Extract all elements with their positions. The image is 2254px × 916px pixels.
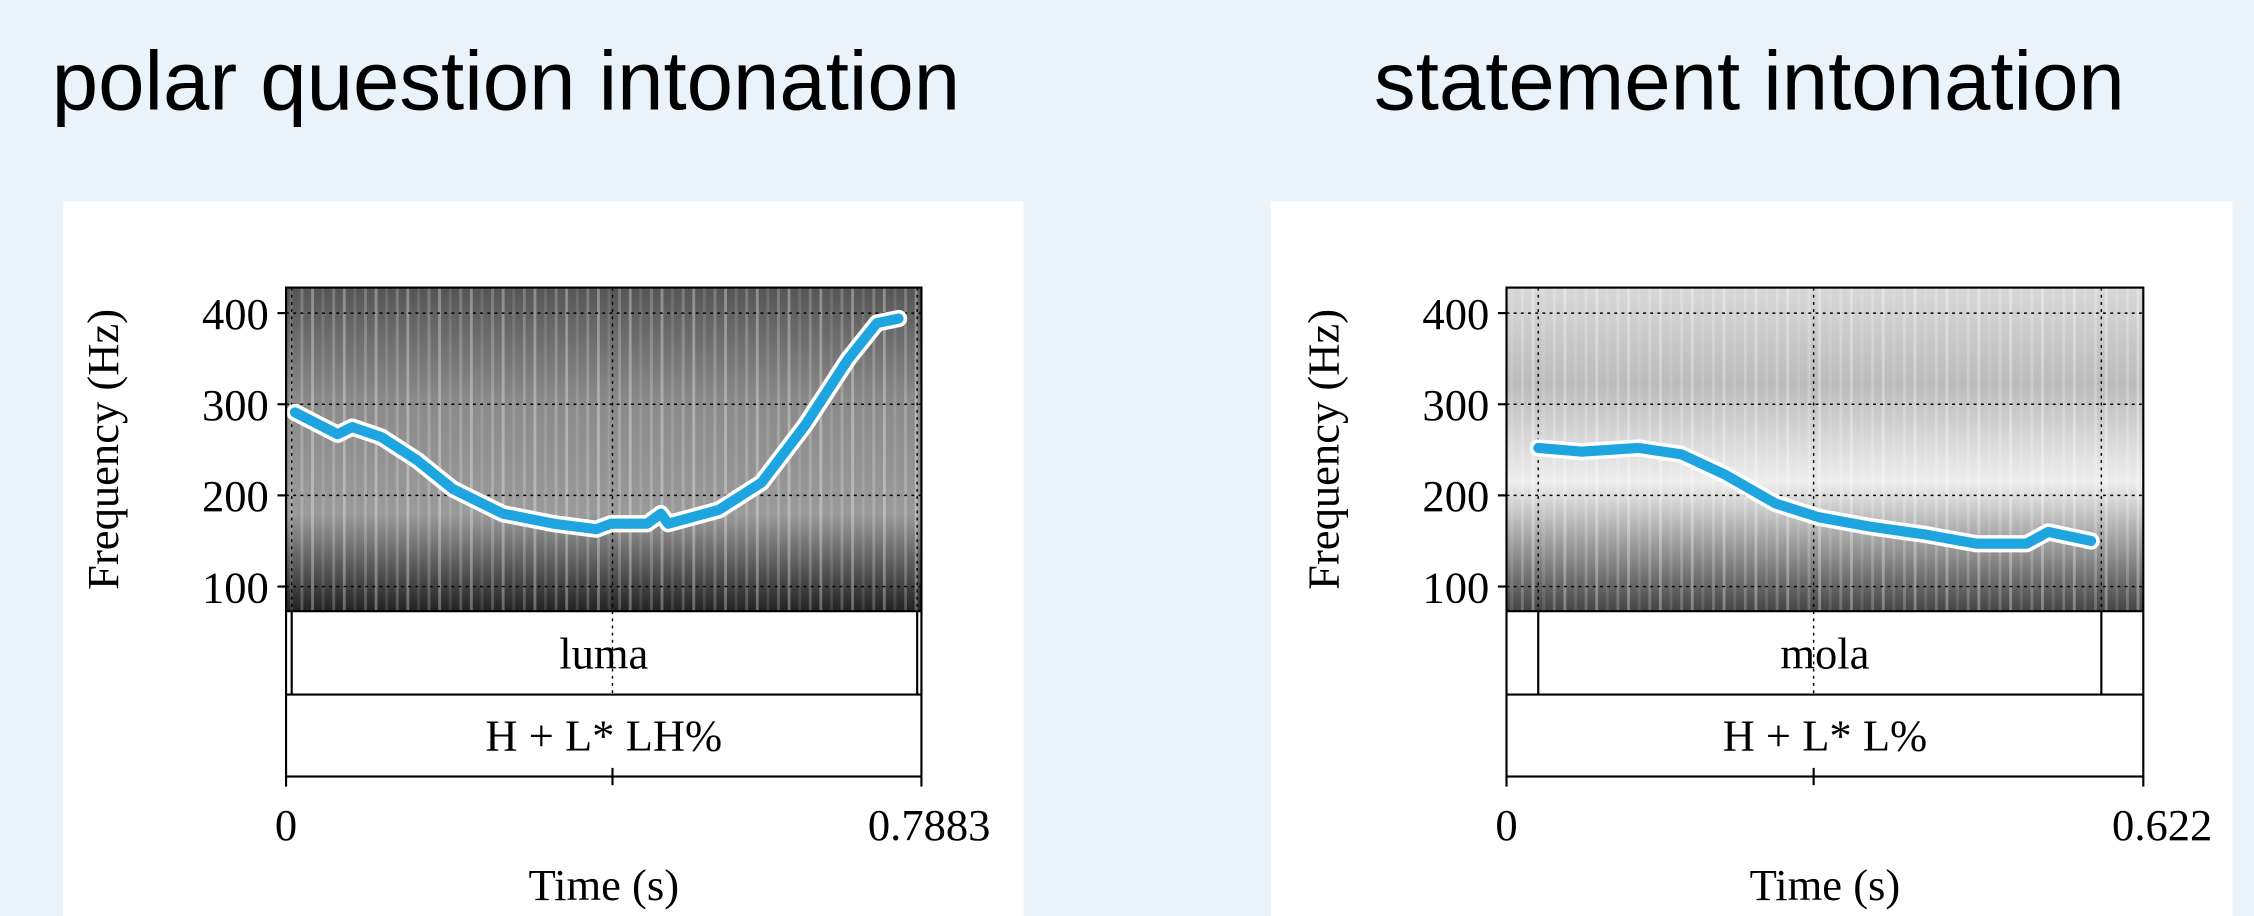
x-tick-label: 0.7883 <box>868 800 991 850</box>
tier-label: H + L* LH% <box>485 711 722 761</box>
y-tick-label: 100 <box>1422 562 1489 612</box>
x-tick-label: 0.622 <box>2112 800 2212 850</box>
plot-frame <box>284 286 923 778</box>
tier-label: luma <box>559 629 648 679</box>
tier-label: mola <box>1780 629 1869 679</box>
x-axis-label: Time (s) <box>528 860 679 910</box>
y-tick-label: 100 <box>202 562 269 612</box>
y-tick-label: 200 <box>1422 471 1489 521</box>
y-axis-label: Frequency (Hz) <box>78 309 128 590</box>
y-tick-label: 400 <box>202 289 269 339</box>
chart-title: polar question intonation <box>52 34 960 127</box>
y-tick-label: 200 <box>202 471 269 521</box>
x-tick-label: 0 <box>275 800 297 850</box>
tier-label: H + L* L% <box>1723 711 1928 761</box>
spectrogram <box>286 287 922 612</box>
y-tick-label: 300 <box>1422 380 1489 430</box>
pitch-line <box>1533 442 2097 549</box>
y-tick-label: 300 <box>202 380 269 430</box>
y-axis-label: Frequency (Hz) <box>1298 309 1348 590</box>
pitch-line <box>289 313 904 535</box>
x-tick-label: 0 <box>1495 800 1517 850</box>
plot-frame <box>1505 286 2145 778</box>
y-tick-label: 400 <box>1422 289 1489 339</box>
x-axis-label: Time (s) <box>1750 860 1901 910</box>
chart-title: statement intonation <box>1374 34 2125 127</box>
